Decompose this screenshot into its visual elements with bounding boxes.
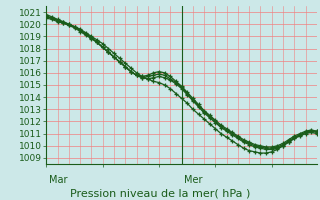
Text: Mer: Mer bbox=[184, 175, 203, 185]
Text: Mar: Mar bbox=[49, 175, 68, 185]
Text: Pression niveau de la mer( hPa ): Pression niveau de la mer( hPa ) bbox=[70, 188, 250, 198]
